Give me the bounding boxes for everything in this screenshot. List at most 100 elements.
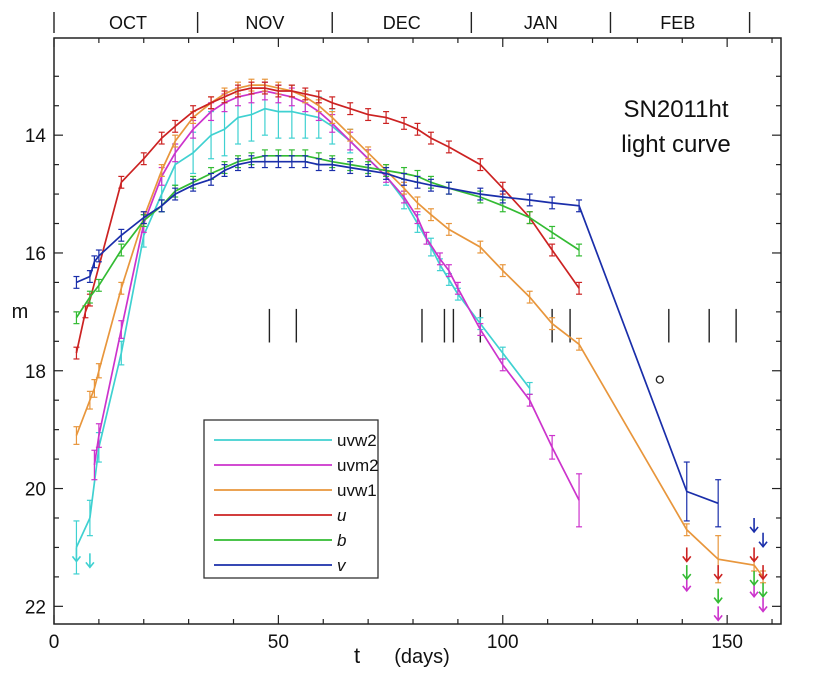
data-point bbox=[86, 290, 93, 304]
data-point bbox=[118, 320, 125, 339]
data-point bbox=[526, 193, 533, 207]
data-point bbox=[499, 190, 506, 204]
data-point bbox=[288, 155, 295, 169]
data-point bbox=[576, 199, 583, 213]
series-line bbox=[75, 154, 580, 319]
data-point bbox=[383, 166, 390, 180]
data-point bbox=[329, 158, 336, 172]
data-point bbox=[401, 116, 408, 130]
data-point bbox=[73, 426, 80, 445]
month-label: OCT bbox=[109, 13, 147, 33]
upper-limit-arrow bbox=[758, 597, 768, 613]
data-point bbox=[427, 178, 434, 192]
x-tick-label: 0 bbox=[49, 632, 60, 653]
upper-limit-arrow bbox=[713, 588, 723, 604]
y-axis-label: m bbox=[12, 301, 29, 323]
data-point bbox=[445, 264, 452, 278]
x-axis-units: (days) bbox=[394, 646, 450, 668]
data-point bbox=[234, 84, 241, 98]
data-point bbox=[683, 461, 690, 522]
y-tick-label: 18 bbox=[25, 362, 46, 383]
data-point bbox=[95, 249, 102, 263]
data-point bbox=[329, 111, 336, 124]
data-point bbox=[549, 196, 556, 210]
upper-limit-arrow bbox=[85, 553, 95, 569]
series-line bbox=[75, 87, 580, 354]
upper-limit-arrow bbox=[71, 547, 82, 563]
data-point bbox=[576, 473, 583, 528]
upper-limit-arrow bbox=[758, 582, 768, 599]
y-tick-label: 14 bbox=[25, 126, 47, 147]
plot-frame bbox=[53, 37, 782, 625]
data-point bbox=[499, 358, 506, 372]
data-point bbox=[414, 196, 421, 210]
data-point bbox=[288, 84, 295, 98]
y-tick-label: 22 bbox=[25, 597, 46, 618]
x-axis-label: t bbox=[354, 643, 360, 668]
data-point bbox=[261, 155, 268, 169]
data-point bbox=[73, 275, 80, 289]
data-point bbox=[234, 158, 241, 172]
data-point bbox=[302, 87, 309, 101]
epoch-marks bbox=[268, 308, 737, 343]
data-point bbox=[73, 311, 80, 325]
data-point bbox=[436, 252, 443, 266]
data-point bbox=[190, 178, 197, 192]
legend-box bbox=[203, 419, 379, 579]
data-point bbox=[499, 264, 506, 278]
data-series bbox=[71, 78, 768, 622]
month-label: NOV bbox=[245, 13, 284, 33]
data-point bbox=[118, 175, 125, 189]
data-point bbox=[427, 131, 434, 145]
data-point bbox=[208, 172, 215, 186]
data-point bbox=[401, 172, 408, 186]
data-point bbox=[172, 119, 179, 133]
data-point bbox=[365, 146, 372, 160]
data-point bbox=[91, 255, 98, 269]
data-point bbox=[454, 281, 461, 295]
legend-label: b bbox=[337, 531, 346, 550]
data-point bbox=[118, 228, 125, 242]
data-point bbox=[248, 155, 255, 169]
data-point bbox=[526, 211, 533, 225]
x-tick-label: 50 bbox=[268, 632, 289, 653]
series-line bbox=[76, 160, 719, 505]
data-point bbox=[172, 187, 179, 201]
upper-limit-arrow bbox=[682, 547, 692, 563]
data-point bbox=[347, 161, 354, 175]
data-point bbox=[190, 105, 197, 119]
data-point bbox=[477, 187, 484, 201]
upper-limit-arrow bbox=[713, 606, 723, 622]
data-point bbox=[427, 208, 434, 222]
data-point bbox=[526, 290, 533, 304]
data-point bbox=[95, 363, 102, 379]
data-point bbox=[95, 423, 102, 448]
chart-subtitle: light curve bbox=[621, 131, 730, 158]
legend: uvw2 uvm2 uvw1 ubv bbox=[203, 419, 379, 579]
data-point bbox=[140, 211, 147, 225]
data-point bbox=[158, 131, 165, 145]
upper-limit-arrow bbox=[713, 565, 723, 581]
data-point bbox=[91, 378, 98, 398]
data-point bbox=[275, 84, 282, 98]
data-point bbox=[158, 164, 165, 178]
data-point bbox=[261, 81, 268, 95]
data-point bbox=[526, 393, 533, 407]
chart-title: SN2011ht bbox=[624, 96, 729, 123]
series-v bbox=[73, 155, 768, 548]
month-strip: OCT NOV DEC JAN FEB bbox=[53, 12, 751, 33]
series-line bbox=[75, 84, 764, 578]
series-u bbox=[73, 81, 768, 581]
data-point bbox=[86, 270, 93, 284]
upper-limit-arrow bbox=[758, 532, 768, 548]
data-point bbox=[549, 243, 556, 257]
data-point bbox=[477, 158, 484, 172]
upper-limit-arrow bbox=[682, 565, 692, 581]
legend-label: uvw2 bbox=[337, 431, 377, 450]
upper-limit-arrow bbox=[758, 565, 768, 581]
data-point bbox=[445, 181, 452, 195]
data-point bbox=[427, 237, 434, 257]
data-point bbox=[383, 111, 390, 124]
upper-limit-arrow bbox=[749, 570, 759, 587]
